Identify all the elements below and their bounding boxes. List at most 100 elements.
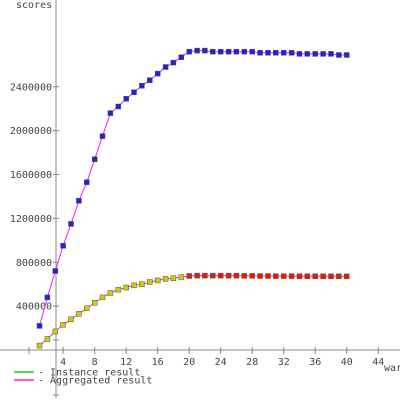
series-2-point: [233, 272, 240, 279]
series-1-point: [233, 48, 240, 55]
x-tick-label: 40: [341, 357, 353, 368]
series-1-point: [154, 70, 161, 77]
series-2-point: [217, 272, 224, 279]
series-2-point: [147, 279, 153, 285]
series-2-point: [257, 273, 263, 279]
series-2-point: [115, 286, 122, 293]
y-tick-label: 400000: [16, 302, 52, 313]
y-tick-label: 2000000: [10, 126, 52, 137]
series-2-point: [52, 328, 59, 335]
series-1-point: [273, 50, 279, 56]
x-tick-label: 24: [215, 357, 227, 368]
series-1-point: [241, 48, 248, 55]
series-2-point: [60, 322, 66, 328]
series-1-point: [76, 198, 82, 204]
series-1-point: [44, 294, 51, 301]
x-axis-label: war: [384, 363, 400, 374]
series-2-point: [273, 273, 279, 279]
series-2-point: [194, 272, 200, 279]
series-line-2: [39, 275, 347, 346]
series-2-point: [312, 273, 318, 279]
series-1-point: [123, 96, 129, 102]
series-1-point: [162, 64, 169, 70]
y-axis-label: scores: [16, 0, 52, 11]
tick-group: 4 8 12 16 20 24 28 32 36 40 44 400000 800000 1200000 1…: [10, 82, 384, 396]
series-2-point: [91, 300, 98, 306]
legend: - Instance result- Aggregated result: [14, 368, 152, 387]
series-2-point: [186, 273, 192, 279]
series-1-point: [36, 323, 43, 329]
series-1-point: [170, 59, 177, 66]
series-2-point: [280, 273, 287, 279]
series-2-point: [288, 273, 295, 279]
series-1-point: [131, 89, 137, 96]
series-1-point: [304, 51, 311, 57]
series-1-point: [280, 50, 287, 56]
series-group: [36, 47, 350, 349]
series-1-point: [320, 51, 326, 57]
series-1-point: [328, 51, 334, 57]
x-tick-label: 20: [183, 357, 195, 368]
series-1-point: [343, 52, 350, 58]
series-1-point: [178, 54, 185, 60]
x-tick-label: 4: [60, 357, 66, 368]
series-1-point: [217, 48, 224, 55]
x-tick-label: 16: [152, 357, 164, 368]
y-tick-label: 1600000: [10, 170, 52, 181]
series-2-point: [107, 290, 114, 296]
series-2-point: [84, 305, 90, 312]
series-2-point: [320, 273, 326, 280]
series-2-point: [249, 273, 255, 279]
series-line-1: [39, 50, 347, 327]
series-1-point: [210, 48, 216, 55]
series-2-point: [162, 276, 169, 282]
series-2-point: [36, 342, 43, 349]
legend-label: - Instance result: [38, 368, 140, 379]
series-1-point: [147, 77, 153, 83]
y-tick-label: 2400000: [10, 82, 52, 93]
series-2-point: [304, 273, 311, 279]
x-tick-label: 12: [120, 357, 132, 368]
series-2-point: [99, 294, 106, 301]
series-2-point: [44, 336, 51, 342]
series-1-point: [52, 268, 59, 274]
series-1-point: [225, 48, 232, 55]
series-1-point: [312, 51, 318, 57]
x-tick-label: 44: [372, 357, 384, 368]
series-1-point: [84, 179, 90, 185]
series-1-point: [288, 50, 295, 56]
series-2-point: [265, 273, 271, 279]
y-tick-label: 1200000: [10, 214, 52, 225]
series-2-point: [202, 272, 208, 279]
legend-label: - Aggregated result: [38, 376, 152, 387]
series-2-point: [225, 272, 232, 279]
series-1-point: [68, 221, 74, 227]
y-tick-label: 800000: [16, 258, 52, 269]
series-2-point: [139, 281, 145, 287]
series-2-point: [328, 273, 334, 280]
series-1-point: [194, 47, 200, 54]
series-1-point: [186, 48, 192, 55]
x-tick-label: 32: [278, 357, 290, 368]
series-1-point: [202, 47, 208, 54]
x-tick-label: 8: [92, 357, 98, 368]
series-1-point: [257, 50, 263, 56]
series-1-point: [107, 110, 114, 116]
series-2-point: [170, 275, 177, 281]
series-2-point: [343, 273, 350, 280]
series-1-point: [139, 82, 145, 89]
series-2-point: [336, 273, 342, 280]
series-2-point: [210, 272, 216, 279]
series-2-point: [76, 311, 82, 317]
x-tick-label: 28: [246, 357, 258, 368]
series-2-point: [154, 277, 161, 284]
x-tick-label: 36: [309, 357, 321, 368]
series-1-point: [91, 156, 98, 162]
series-1-point: [265, 50, 271, 56]
series-1-point: [60, 243, 66, 249]
series-2-point: [241, 273, 248, 279]
series-2-point: [68, 316, 74, 323]
series-1-point: [99, 133, 106, 139]
